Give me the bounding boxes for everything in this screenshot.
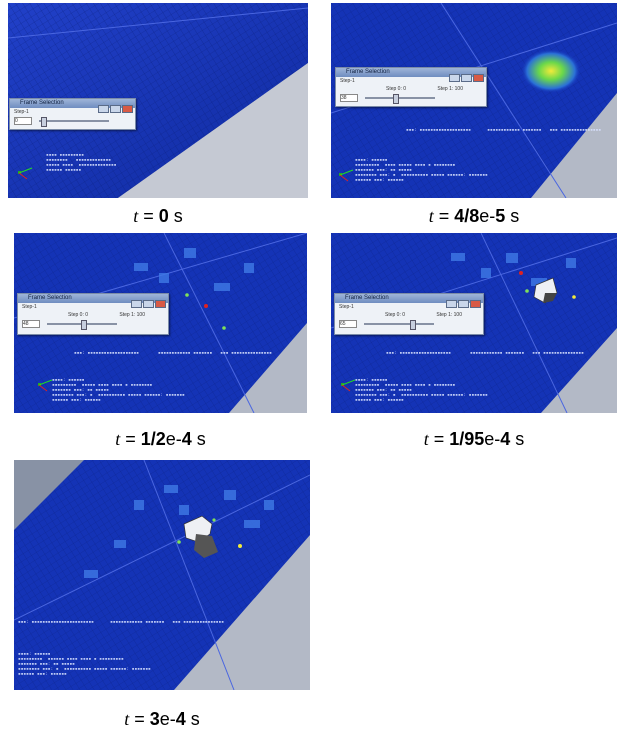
simulation-frame-5: ▪▪▪: ▪▪▪▪▪▪▪▪▪▪▪▪▪▪▪▪▪▪▪▪▪▪▪ ▪▪▪▪▪▪▪▪▪▪▪… [14,460,310,690]
caption-2: t = 4/8e-5 s [428,206,520,226]
close-icon[interactable] [470,300,481,308]
viewport-info-text: ▪▪▪▪ ▪▪▪▪▪▪▪▪▪ ▪▪▪▪▪▪▪▪ ▪▪▪▪▪▪▪▪▪▪▪▪▪ ▪▪… [46,153,117,173]
slider-min-label: Step 0: 0 [386,86,407,92]
maximize-icon[interactable] [110,105,121,113]
frame-field[interactable]: 65 [339,320,357,328]
slider-max-label: Step 1: 100 [437,86,463,92]
viewport-step-text: ▪▪▪▪: ▪▪▪▪▪▪ ▪▪▪▪▪▪▪▪▪ ▪▪▪▪▪▪ ▪▪▪▪ ▪▪▪▪ … [18,652,151,677]
frame-selection-dialog: Frame Selection Step-1 Step 0: 0 Step 1:… [335,67,487,107]
simulation-frame-2: Frame Selection Step-1 Step 0: 0 Step 1:… [331,3,617,198]
simulation-frame-4: Frame Selection Step-1 Step 0: 0 Step 1:… [331,233,617,413]
slider-min-label: Step 0: 0 [68,312,89,318]
viewport-step-text: ▪▪▪▪: ▪▪▪▪▪▪ ▪▪▪▪▪▪▪▪▪ ▪▪▪▪ ▪▪▪▪▪ ▪▪▪▪ ▪… [355,158,488,183]
close-icon[interactable] [122,105,133,113]
frame-slider[interactable] [47,320,118,330]
maximize-icon[interactable] [143,300,154,308]
close-icon[interactable] [155,300,166,308]
slider-min-label: Step 0: 0 [385,312,406,318]
dialog-title: Frame Selection [346,69,390,75]
frame-slider[interactable] [39,117,110,127]
maximize-icon[interactable] [461,74,472,82]
minimize-icon[interactable] [131,300,142,308]
slider-thumb[interactable] [410,320,417,330]
dialog-titlebar: Frame Selection [336,68,486,82]
dialog-step-label: Step-1 [22,304,37,310]
dialog-title: Frame Selection [28,295,72,301]
slider-thumb[interactable] [41,117,48,127]
dialog-titlebar: Frame Selection [10,99,135,113]
caption-3: t = 1/2e-4 s [115,429,206,449]
viewport-step-text: ▪▪▪▪: ▪▪▪▪▪▪ ▪▪▪▪▪▪▪▪▪ ▪▪▪▪▪ ▪▪▪▪ ▪▪▪▪ ▪… [355,378,488,403]
caption-1: t = 0 s [133,206,183,226]
frame-selection-dialog: Frame Selection Step-1 0 [9,98,136,130]
minimize-icon[interactable] [446,300,457,308]
simulation-frame-1: Frame Selection Step-1 0 ▪▪▪▪ ▪▪▪▪▪▪▪▪▪ … [8,3,308,198]
slider-max-label: Step 1: 100 [119,312,145,318]
dialog-step-label: Step-1 [339,304,354,310]
frame-selection-dialog: Frame Selection Step-1 Step 0: 0 Step 1:… [334,293,484,335]
dialog-step-label: Step-1 [340,78,355,84]
caption-4: t = 1/95e-4 s [423,429,525,449]
viewport-info-text: ▪▪▪: ▪▪▪▪▪▪▪▪▪▪▪▪▪▪▪▪▪▪▪ ▪▪▪▪▪▪▪▪▪▪▪▪ ▪▪… [386,351,584,356]
slider-thumb[interactable] [393,94,400,104]
dialog-step-label: Step-1 [14,109,29,115]
slider-thumb[interactable] [81,320,88,330]
viewport-info-text: ▪▪▪: ▪▪▪▪▪▪▪▪▪▪▪▪▪▪▪▪▪▪▪ ▪▪▪▪▪▪▪▪▪▪▪▪ ▪▪… [406,128,602,133]
simulation-frame-3: Frame Selection Step-1 Step 0: 0 Step 1:… [14,233,307,413]
dialog-title: Frame Selection [345,295,389,301]
frame-slider[interactable] [364,320,435,330]
viewport-info-text: ▪▪▪: ▪▪▪▪▪▪▪▪▪▪▪▪▪▪▪▪▪▪▪ ▪▪▪▪▪▪▪▪▪▪▪▪ ▪▪… [74,351,272,356]
frame-slider[interactable] [365,94,436,104]
viewport-info-text: ▪▪▪: ▪▪▪▪▪▪▪▪▪▪▪▪▪▪▪▪▪▪▪▪▪▪▪ ▪▪▪▪▪▪▪▪▪▪▪… [18,620,224,625]
viewport-step-text: ▪▪▪▪: ▪▪▪▪▪▪ ▪▪▪▪▪▪▪▪▪ ▪▪▪▪▪ ▪▪▪▪ ▪▪▪▪ ▪… [52,378,185,403]
frame-field[interactable]: 0 [14,117,32,125]
frame-selection-dialog: Frame Selection Step-1 Step 0: 0 Step 1:… [17,293,169,335]
dialog-titlebar: Frame Selection [335,294,483,308]
minimize-icon[interactable] [98,105,109,113]
frame-field[interactable]: 48 [22,320,40,328]
close-icon[interactable] [473,74,484,82]
dialog-titlebar: Frame Selection [18,294,168,308]
caption-5: t = 3e-4 s [124,709,200,729]
slider-max-label: Step 1: 100 [436,312,462,318]
maximize-icon[interactable] [458,300,469,308]
minimize-icon[interactable] [449,74,460,82]
dialog-title: Frame Selection [20,100,64,106]
frame-field[interactable]: 38 [340,94,358,102]
